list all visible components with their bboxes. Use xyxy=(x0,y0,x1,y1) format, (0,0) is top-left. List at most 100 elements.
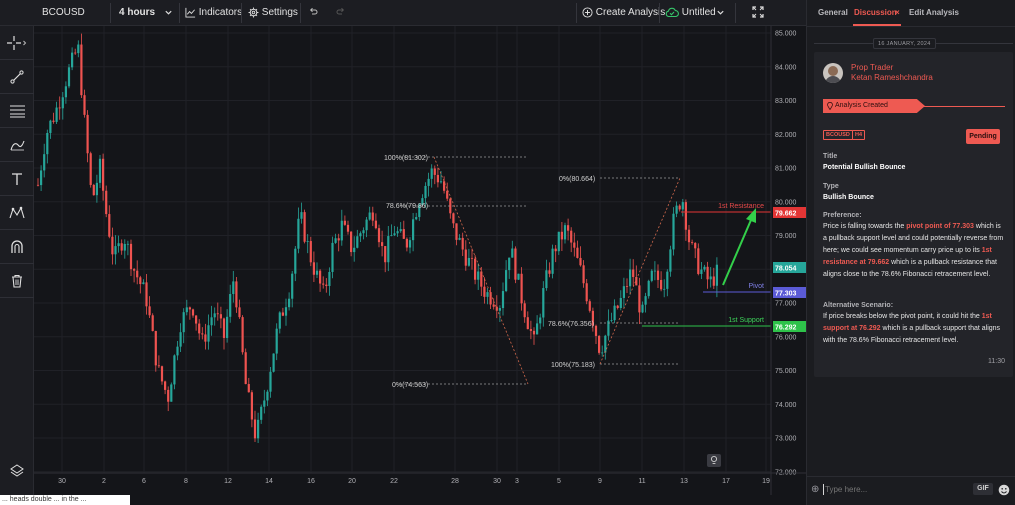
author-name[interactable]: Ketan Rameshchandra xyxy=(851,73,933,82)
text-tool[interactable] xyxy=(0,162,34,196)
candle-body xyxy=(458,237,461,240)
candle-body xyxy=(368,212,371,220)
candle-body xyxy=(188,307,191,310)
drawing-toolbar xyxy=(0,26,34,505)
candle-body xyxy=(474,258,477,280)
candle-body xyxy=(706,266,709,280)
redo-button[interactable] xyxy=(336,0,346,26)
price-tags: 79.662 78.054 77.303 76.292 xyxy=(773,207,806,332)
candle-body xyxy=(207,325,210,342)
close-tab-icon[interactable]: × xyxy=(895,8,900,17)
symbol-label[interactable]: BCOUSD xyxy=(42,7,85,18)
candle-body xyxy=(322,283,325,285)
candle-body xyxy=(650,270,653,281)
candle-body xyxy=(291,273,294,299)
gear-icon xyxy=(248,7,259,18)
horizontal-lines-tool[interactable] xyxy=(0,94,34,128)
crosshair-tool[interactable] xyxy=(0,26,34,60)
candle-body xyxy=(381,242,384,247)
analysis-card: Prop Trader Ketan Rameshchandra Analysis… xyxy=(814,52,1013,377)
price-tick-label: 74.000 xyxy=(775,402,797,409)
tab-edit-analysis[interactable]: Edit Analysis xyxy=(909,8,959,17)
candle-body xyxy=(362,230,365,234)
magnet-tool[interactable] xyxy=(0,230,34,264)
tab-general[interactable]: General xyxy=(818,8,848,17)
candle-body xyxy=(40,170,43,186)
candle-body xyxy=(520,273,523,304)
candle-body xyxy=(691,242,694,244)
candle-body xyxy=(157,365,160,367)
analysis-created-banner: Analysis Created xyxy=(823,99,925,113)
candle-body xyxy=(613,305,616,321)
interval-chevron-icon[interactable] xyxy=(164,0,173,26)
fullscreen-button[interactable] xyxy=(752,0,764,26)
candle-body xyxy=(359,233,362,237)
candle-body xyxy=(604,335,607,353)
candle-body xyxy=(303,212,306,242)
layout-chevron-icon[interactable] xyxy=(716,0,725,26)
price-tick-label: 82.000 xyxy=(775,132,797,139)
candle-body xyxy=(278,312,281,329)
candle-body xyxy=(346,224,350,232)
candle-body xyxy=(517,273,520,280)
candle-body xyxy=(58,107,61,109)
layout-name-button[interactable]: Untitled xyxy=(665,0,716,26)
price-tick-label: 77.000 xyxy=(775,301,797,308)
candle-body xyxy=(204,334,207,342)
candle-body xyxy=(477,271,480,280)
layers-tool[interactable] xyxy=(0,454,34,488)
candle-body xyxy=(508,257,511,271)
candle-body xyxy=(89,153,92,185)
trend-line-tool[interactable] xyxy=(0,60,34,94)
candle-body xyxy=(74,52,77,54)
title-value: Potential Bullish Bounce xyxy=(823,164,906,171)
date-divider: 16 JANUARY, 2024 xyxy=(873,38,936,49)
indicators-icon xyxy=(185,7,196,18)
candle-body xyxy=(241,317,244,353)
candle-body xyxy=(297,218,300,249)
settings-button[interactable]: Settings xyxy=(248,0,298,26)
price-tick-label: 84.000 xyxy=(775,64,797,71)
candle-body xyxy=(641,304,644,313)
brush-tool[interactable] xyxy=(0,128,34,162)
candle-body xyxy=(343,220,346,225)
interval-select[interactable]: 4 hours xyxy=(119,7,156,18)
candle-body xyxy=(257,419,260,439)
gif-button[interactable]: GIF xyxy=(973,483,993,495)
status-badge: Pending xyxy=(966,129,1000,144)
candle-body xyxy=(164,381,167,390)
emoji-button[interactable] xyxy=(998,483,1010,501)
candle-body xyxy=(179,332,182,347)
candle-body xyxy=(95,182,98,196)
candle-body xyxy=(120,243,123,251)
support-price-tag: 76.292 xyxy=(775,325,797,332)
candle-body xyxy=(191,309,195,316)
candle-body xyxy=(294,248,297,274)
candle-body xyxy=(284,307,288,316)
trash-tool[interactable] xyxy=(0,264,34,298)
candle-body xyxy=(455,223,458,240)
tab-discussion[interactable]: Discussion xyxy=(854,8,897,17)
candle-body xyxy=(629,269,632,287)
pattern-icon xyxy=(9,206,25,219)
pattern-tool[interactable] xyxy=(0,196,34,230)
message-input[interactable] xyxy=(825,481,965,497)
candle-body xyxy=(446,190,449,199)
candle-body xyxy=(108,214,111,237)
avatar[interactable] xyxy=(823,63,843,83)
candle-body xyxy=(647,280,650,297)
candle-body xyxy=(489,292,492,305)
candle-body xyxy=(570,230,573,243)
price-chart[interactable]: 100%(81.302) 78.6%(79.86) 0%(74.563) 0%(… xyxy=(34,26,806,495)
create-analysis-button[interactable]: Create Analysis xyxy=(582,0,665,26)
cloud-check-icon xyxy=(665,7,679,17)
indicators-button[interactable]: Indicators xyxy=(185,0,242,26)
candle-body xyxy=(678,205,681,210)
candle-body xyxy=(350,231,353,253)
candle-body xyxy=(195,315,198,324)
candle-body xyxy=(244,352,247,385)
add-attachment-icon[interactable]: ⊕ xyxy=(811,484,820,495)
price-tick-label: 76.000 xyxy=(775,334,797,341)
lightbulb-icon[interactable] xyxy=(707,454,721,467)
undo-button[interactable] xyxy=(308,0,318,26)
